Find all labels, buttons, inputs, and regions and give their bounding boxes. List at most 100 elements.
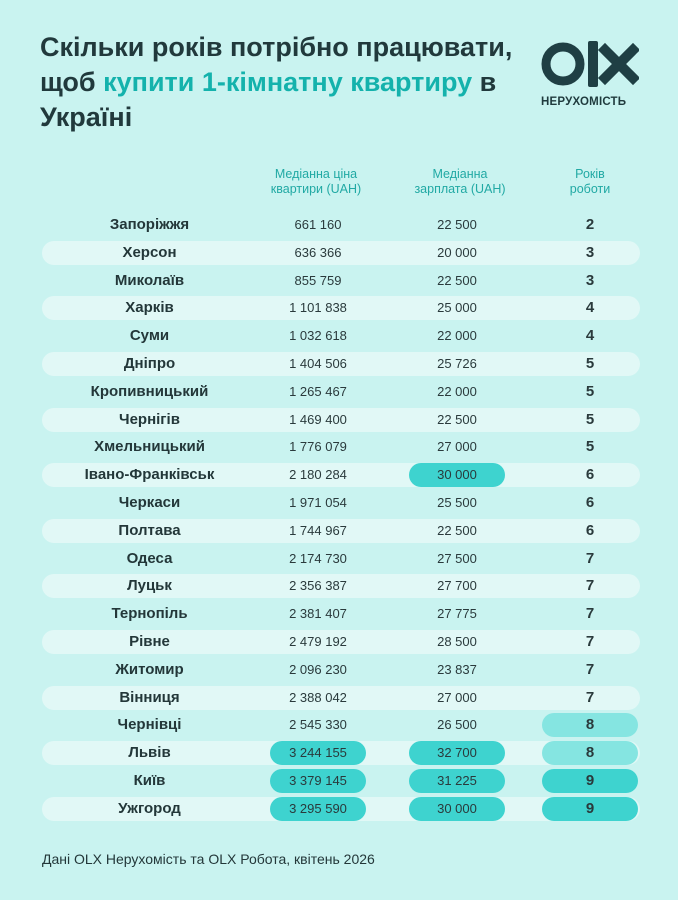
header-price: Медіанна ціна квартири (UAH) [270, 167, 362, 196]
years-cell: 5 [585, 438, 595, 456]
years-cell: 7 [585, 688, 595, 706]
city-cell: Луцьк [127, 577, 172, 595]
years-cell: 7 [585, 660, 595, 678]
table-row: Кропивницький 1 265 467 22 000 5 [42, 380, 640, 404]
table-row: Вінниця 2 388 042 27 000 7 [42, 685, 640, 710]
brand-subtitle: НЕРУХОМІСТЬ [541, 96, 627, 108]
years-cell: 3 [585, 243, 595, 261]
years-cell: 8 [542, 741, 638, 766]
salary-cell: 27 000 [437, 439, 477, 455]
years-cell: 8 [542, 713, 638, 738]
table-row: Чернігів 1 469 400 22 500 5 [42, 407, 640, 432]
page-title: Скільки років потрібно працювати, щоб ку… [40, 32, 513, 132]
price-cell: 2 381 407 [289, 606, 347, 622]
salary-cell: 32 700 [409, 741, 505, 766]
years-cell: 7 [585, 549, 595, 567]
years-cell: 9 [542, 769, 638, 793]
price-cell: 3 379 145 [270, 769, 366, 793]
years-cell: 9 [542, 796, 638, 821]
price-cell: 2 174 730 [289, 550, 347, 566]
table-row: Івано-Франківськ 2 180 284 30 000 6 [42, 463, 640, 488]
city-cell: Хмельницький [94, 438, 205, 456]
table-row: Черкаси 1 971 054 25 500 6 [42, 491, 640, 515]
salary-cell: 22 000 [437, 383, 477, 399]
years-cell: 6 [585, 494, 595, 511]
price-cell: 661 160 [294, 217, 342, 232]
years-cell: 6 [585, 521, 595, 539]
salary-cell: 28 500 [437, 634, 477, 649]
table-row: Тернопіль 2 381 407 27 775 7 [42, 602, 640, 626]
table-row: Київ 3 379 145 31 225 9 [42, 769, 640, 793]
salary-cell: 22 000 [437, 328, 477, 344]
city-cell: Суми [129, 327, 170, 345]
price-cell: 2 479 192 [289, 634, 347, 649]
city-cell: Запоріжжя [109, 216, 190, 233]
table-row: Житомир 2 096 230 23 837 7 [42, 658, 640, 682]
table-row: Чернівці 2 545 330 26 500 8 [42, 713, 640, 738]
years-cell: 5 [585, 382, 595, 400]
salary-cell: 22 500 [437, 217, 477, 232]
table-row: Запоріжжя 661 160 22 500 2 [42, 213, 640, 237]
years-cell: 2 [585, 216, 595, 233]
salary-cell: 27 775 [437, 606, 477, 622]
years-cell: 7 [585, 605, 595, 623]
city-cell: Одеса [126, 549, 173, 567]
header-salary: Медіанна зарплата (UAH) [414, 167, 506, 196]
salary-cell: 30 000 [409, 463, 505, 488]
table-row: Херсон 636 366 20 000 3 [42, 240, 640, 265]
city-cell: Кропивницький [90, 382, 209, 400]
years-cell: 4 [585, 299, 595, 317]
city-cell: Херсон [122, 243, 177, 261]
price-cell: 636 366 [294, 244, 342, 260]
price-cell: 2 180 284 [289, 467, 347, 483]
city-cell: Івано-Франківськ [84, 466, 215, 484]
table-row: Ужгород 3 295 590 30 000 9 [42, 796, 640, 821]
table-row: Луцьк 2 356 387 27 700 7 [42, 574, 640, 599]
city-cell: Тернопіль [111, 605, 188, 623]
header-years: Років роботи [569, 167, 611, 196]
table-row: Суми 1 032 618 22 000 4 [42, 324, 640, 348]
years-cell: 7 [585, 633, 595, 650]
price-cell: 1 101 838 [289, 300, 347, 316]
salary-cell: 22 500 [437, 522, 477, 538]
table-row: Рівне 2 479 192 28 500 7 [42, 630, 640, 654]
city-cell: Чернівці [117, 716, 182, 734]
years-cell: 5 [585, 355, 595, 372]
price-cell: 1 032 618 [289, 328, 347, 344]
title-highlight: купити 1-кімнатну квартиру [103, 67, 473, 97]
years-cell: 3 [585, 271, 595, 289]
years-cell: 6 [585, 466, 595, 484]
years-cell: 5 [585, 410, 595, 428]
price-cell: 1 744 967 [289, 522, 347, 538]
table-row: Одеса 2 174 730 27 500 7 [42, 547, 640, 571]
city-cell: Львів [128, 744, 171, 762]
table-row: Миколаїв 855 759 22 500 3 [42, 269, 640, 293]
years-cell: 4 [585, 327, 595, 345]
price-cell: 3 295 590 [270, 796, 366, 821]
city-cell: Полтава [118, 521, 181, 539]
price-cell: 1 265 467 [289, 383, 347, 399]
years-cell: 7 [585, 577, 595, 595]
salary-cell: 30 000 [409, 796, 505, 821]
salary-cell: 31 225 [409, 769, 505, 793]
price-cell: 2 096 230 [289, 661, 347, 677]
price-cell: 1 776 079 [289, 439, 347, 455]
city-cell: Харків [125, 299, 174, 317]
price-cell: 2 388 042 [289, 689, 347, 705]
salary-cell: 26 500 [437, 717, 477, 733]
price-cell: 2 545 330 [289, 717, 347, 733]
salary-cell: 27 500 [437, 550, 477, 566]
salary-cell: 23 837 [437, 661, 477, 677]
price-cell: 1 404 506 [289, 356, 347, 371]
salary-cell: 22 500 [437, 411, 477, 427]
table-row: Полтава 1 744 967 22 500 6 [42, 518, 640, 543]
table-row: Харків 1 101 838 25 000 4 [42, 296, 640, 321]
salary-cell: 27 700 [437, 578, 477, 594]
city-cell: Чернігів [119, 410, 180, 428]
table-row: Львів 3 244 155 32 700 8 [42, 741, 640, 766]
salary-cell: 22 500 [437, 272, 477, 288]
salary-cell: 25 726 [437, 356, 477, 371]
city-cell: Рівне [129, 633, 170, 650]
salary-cell: 20 000 [437, 244, 477, 260]
city-cell: Дніпро [123, 355, 176, 372]
